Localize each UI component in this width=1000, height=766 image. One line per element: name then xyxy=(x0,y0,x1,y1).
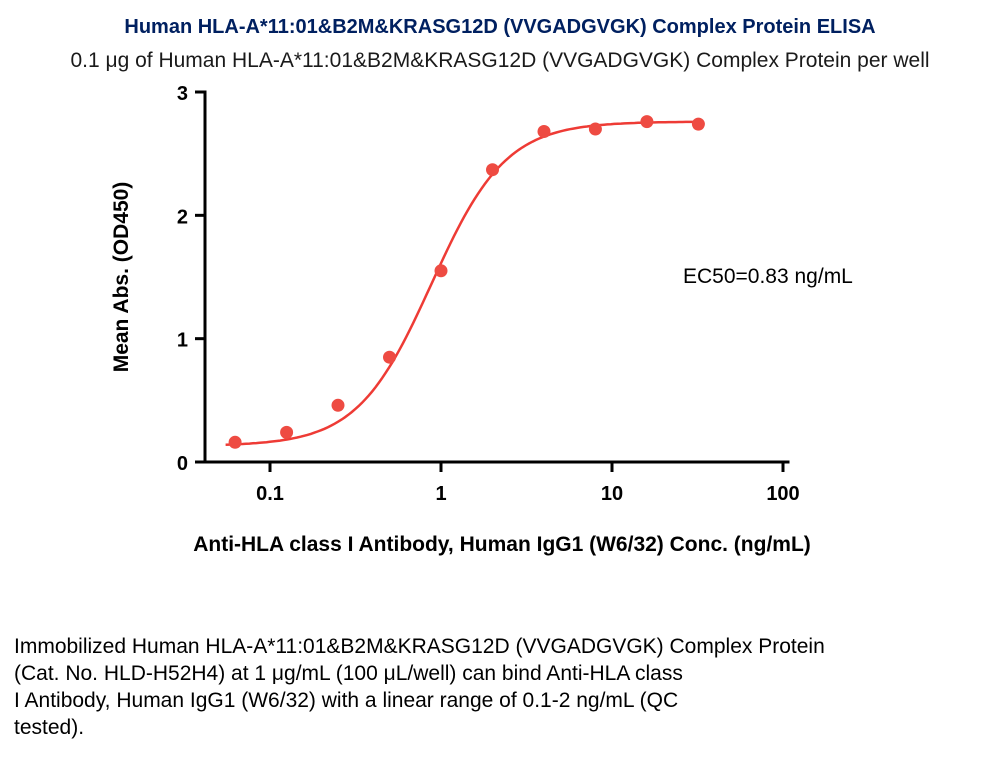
data-point xyxy=(486,163,499,177)
page-subtitle: 0.1 μg of Human HLA-A*11:01&B2M&KRASG12D… xyxy=(70,49,930,72)
data-point xyxy=(691,117,705,131)
y-tick-label: 1 xyxy=(177,330,188,352)
y-tick-label: 3 xyxy=(177,83,188,105)
chart-area: Mean Abs. (OD450) Anti-HLA class I Antib… xyxy=(0,77,1000,577)
data-point xyxy=(537,125,551,138)
chart-header: Human HLA-A*11:01&B2M&KRASG12D (VVGADGVG… xyxy=(0,0,1000,73)
data-point xyxy=(588,122,602,136)
x-tick-label: 100 xyxy=(766,483,799,505)
data-point xyxy=(228,435,242,449)
data-point xyxy=(434,264,448,278)
fit-curve xyxy=(225,120,703,446)
footer-line: I Antibody, Human IgG1 (W6/32) with a li… xyxy=(14,689,679,712)
x-axis-label: Anti-HLA class I Antibody, Human IgG1 (W… xyxy=(193,533,811,556)
page-title: Human HLA-A*11:01&B2M&KRASG12D (VVGADGVG… xyxy=(124,16,876,38)
x-tick-label: 1 xyxy=(435,483,446,505)
y-axis-label: Mean Abs. (OD450) xyxy=(110,182,133,373)
data-point xyxy=(280,425,294,439)
footer-line: Immobilized Human HLA-A*11:01&B2M&KRASG1… xyxy=(14,635,825,658)
data-point xyxy=(640,115,654,129)
y-tick-label: 0 xyxy=(177,453,188,475)
footer-text: Immobilized Human HLA-A*11:01&B2M&KRASG1… xyxy=(14,633,986,741)
data-point xyxy=(331,398,345,412)
footer-line: (Cat. No. HLD-H52H4) at 1 μg/mL (100 μL/… xyxy=(14,662,683,685)
x-tick-label: 10 xyxy=(601,483,623,505)
y-tick-label: 2 xyxy=(177,206,188,228)
x-tick-label: 0.1 xyxy=(256,483,284,505)
footer-line: tested). xyxy=(14,716,85,739)
data-point xyxy=(383,350,396,364)
ec50-annotation: EC50=0.83 ng/mL xyxy=(683,265,853,288)
elisa-chart: Mean Abs. (OD450) Anti-HLA class I Antib… xyxy=(110,83,853,556)
